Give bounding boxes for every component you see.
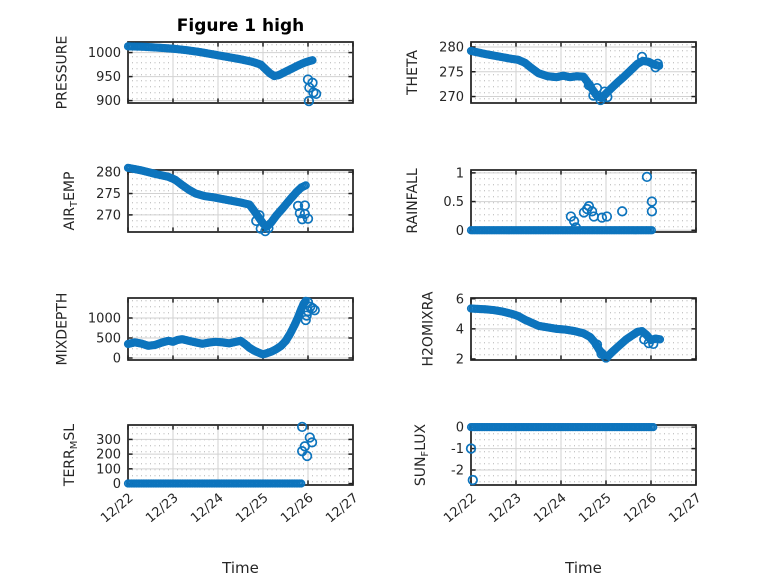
data-markers [466, 423, 658, 432]
x-tick-label: 12/24 [531, 491, 569, 527]
minor-grid [475, 427, 692, 484]
y-axis-label: RAINFALL [405, 168, 421, 233]
y-tick-label: 280 [439, 40, 464, 55]
axes-box [470, 297, 697, 361]
y-tick-label: 0 [456, 224, 464, 239]
y-axis-label: H2OMIXRA [420, 291, 436, 366]
axes-box [127, 41, 354, 104]
y-tick-label: 0 [113, 477, 121, 492]
y-axis-label: THETA [405, 50, 421, 96]
minor-grid [132, 427, 349, 484]
axes-box [127, 169, 354, 233]
y-tick-label: -2 [451, 464, 464, 479]
y-tick-labels: 2 4 6 [456, 292, 464, 367]
y-axis-label: AIRTEMP [62, 172, 80, 231]
x-tick-label: 12/27 [323, 491, 361, 527]
x-tick-label: 12/23 [486, 491, 524, 527]
outlier-markers [251, 200, 314, 237]
x-tick-labels: 12/22 12/23 12/24 12/25 12/26 12/27 [98, 491, 361, 527]
axis-ticks [127, 298, 354, 360]
y-tick-label: 6 [456, 292, 464, 307]
y-tick-label: 270 [96, 208, 121, 223]
y-tick-label: 500 [96, 332, 121, 347]
y-tick-label: 0 [456, 421, 464, 436]
y-tick-label: 4 [456, 322, 464, 337]
data-markers [466, 304, 665, 361]
y-tick-label: 950 [96, 70, 121, 85]
y-axis-label: TERRMSL [62, 424, 80, 487]
subplot-mixdepth: 0 500 1000 MIXDEPTH [55, 293, 354, 367]
y-tick-label: -1 [451, 442, 464, 457]
data-markers [466, 226, 657, 235]
y-tick-label: 280 [96, 166, 121, 181]
outlier-markers [465, 443, 478, 486]
axis-ticks [470, 298, 697, 360]
subplot-sun-flux: 0 -1 -2 SUNFLUX 12/22 12/23 12/24 12/25 12/26 12/… [413, 421, 705, 527]
y-tick-label: 0 [113, 352, 121, 367]
x-axis-label-time-right: Time [564, 559, 602, 577]
subplot-air-temp: 270 275 280 AIRTEMP [62, 163, 354, 237]
y-tick-labels: 0 -1 -2 [451, 421, 464, 479]
x-tick-label: 12/26 [621, 491, 659, 527]
subplot-h2omixra: 2 4 6 H2OMIXRA [420, 291, 697, 367]
outlier-markers [583, 51, 663, 106]
subplot-theta: 270 275 280 THETA [405, 40, 697, 106]
outlier-markers [565, 171, 658, 233]
y-axis-label: SUNFLUX [413, 423, 431, 486]
axes-box [127, 297, 354, 361]
y-tick-label: 200 [96, 448, 121, 463]
outlier-markers [591, 334, 659, 363]
x-tick-label: 12/24 [188, 491, 226, 527]
outlier-markers [302, 74, 322, 107]
axis-ticks [470, 170, 697, 232]
major-grid [129, 43, 352, 102]
y-axis-label: PRESSURE [55, 36, 71, 110]
y-tick-labels: 00.51 [443, 166, 464, 238]
x-tick-label: 12/22 [98, 491, 136, 527]
x-tick-label: 12/26 [278, 491, 316, 527]
y-tick-label: 275 [439, 65, 464, 80]
x-tick-label: 12/25 [576, 491, 614, 527]
y-tick-label: 100 [96, 462, 121, 477]
x-tick-label: 12/22 [441, 491, 479, 527]
y-tick-label: 1 [456, 166, 464, 181]
y-tick-labels: 270 275 280 [96, 166, 121, 224]
axes-box [470, 41, 697, 104]
major-grid [472, 171, 695, 231]
x-axis-label-time-left: Time [221, 559, 259, 577]
y-tick-label: 1000 [88, 312, 121, 327]
y-tick-labels: 0 500 1000 [88, 312, 121, 367]
y-tick-label: 275 [96, 187, 121, 202]
y-tick-label: 900 [96, 94, 121, 109]
y-tick-labels: 270 275 280 [439, 40, 464, 105]
y-axis-label: MIXDEPTH [55, 293, 71, 366]
subplot-pressure: 900 950 1000 PRESSURE [55, 36, 354, 110]
outlier-markers [297, 421, 318, 462]
data-markers [123, 479, 306, 488]
major-grid [472, 426, 695, 484]
figure-title: Figure 1 high [177, 16, 305, 36]
x-tick-label: 12/23 [143, 491, 181, 527]
y-tick-label: 300 [96, 433, 121, 448]
y-tick-labels: 900 950 1000 [88, 46, 121, 109]
major-grid [472, 299, 695, 359]
x-tick-labels: 12/22 12/23 12/24 12/25 12/26 12/27 [441, 491, 704, 527]
y-tick-label: 0.5 [443, 195, 464, 210]
data-markers [123, 163, 310, 231]
y-tick-label: 270 [439, 90, 464, 105]
outlier-markers [300, 297, 320, 326]
data-markers [123, 42, 317, 81]
x-tick-label: 12/25 [233, 491, 271, 527]
y-tick-label: 2 [456, 352, 464, 367]
y-tick-label: 1000 [88, 46, 121, 61]
x-tick-label: 12/27 [666, 491, 704, 527]
